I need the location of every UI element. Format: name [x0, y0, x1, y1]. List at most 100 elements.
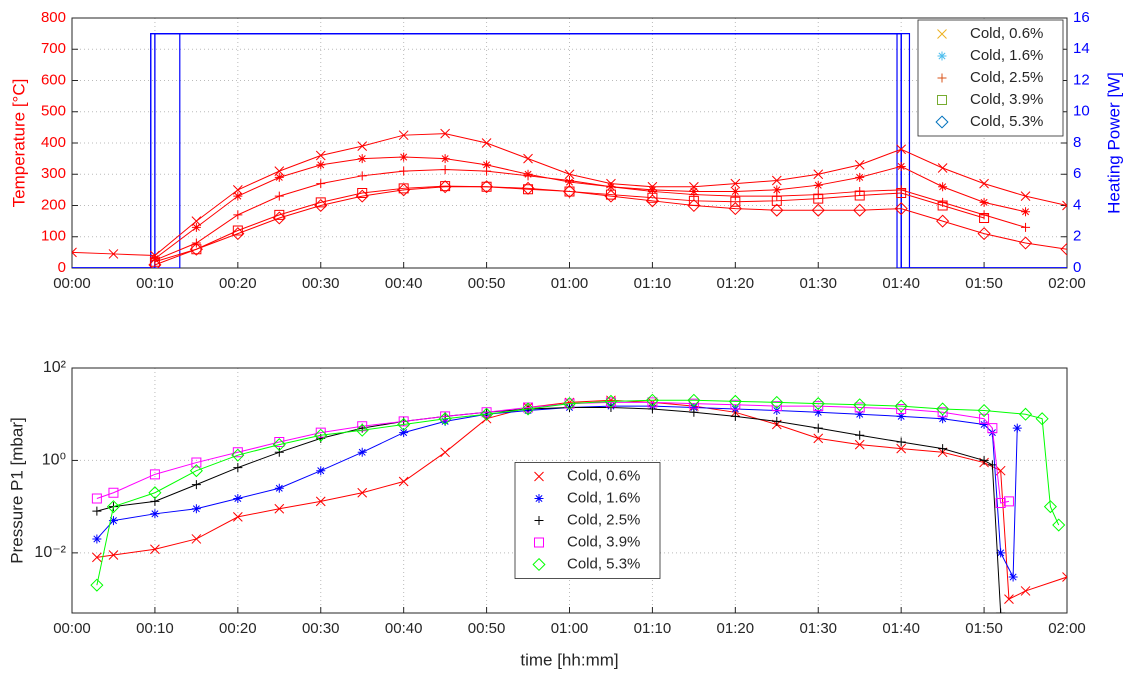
data-point	[647, 397, 658, 408]
data-point	[813, 180, 823, 190]
series-line	[154, 186, 1067, 266]
data-point	[189, 464, 203, 478]
x-tick-label: 00:30	[302, 275, 340, 292]
data-point	[854, 160, 865, 170]
x-tick-label: 01:40	[882, 620, 920, 637]
data-point	[979, 419, 989, 429]
x-tick-label: 02:00	[1048, 275, 1086, 292]
legend-marker	[534, 471, 544, 482]
data-point	[274, 447, 284, 457]
x-tick-label: 01:10	[634, 620, 672, 637]
x-tick-label: 00:10	[136, 620, 174, 637]
data-point	[233, 494, 243, 504]
data-point	[438, 180, 452, 194]
data-point	[896, 188, 907, 198]
data-point	[521, 402, 535, 416]
x-tick-label: 00:50	[468, 275, 506, 292]
y2-tick-label: 16	[1073, 9, 1090, 26]
plot-area	[72, 33, 1067, 268]
data-point	[996, 608, 1006, 613]
legend-label: Cold, 1.6%	[970, 47, 1043, 64]
data-point	[523, 153, 533, 164]
data-point	[979, 197, 989, 207]
data-point	[604, 189, 618, 203]
data-point	[440, 416, 450, 426]
data-point	[399, 166, 409, 176]
data-point	[357, 447, 367, 457]
x-tick-label: 00:10	[136, 275, 174, 292]
data-point	[730, 411, 740, 421]
y-tick-label: 300	[41, 165, 66, 182]
data-point	[106, 500, 121, 514]
x-tick-label: 00:20	[219, 620, 257, 637]
data-point	[565, 402, 574, 412]
data-point	[853, 203, 867, 217]
y2-tick-label: 2	[1073, 228, 1081, 245]
x-tick-label: 00:00	[53, 275, 91, 292]
plot-frame	[71, 367, 1068, 614]
legend-label: Cold, 2.5%	[970, 69, 1043, 86]
legend-marker	[937, 29, 947, 39]
data-point	[605, 397, 616, 408]
data-point	[523, 184, 534, 195]
y-tick-label: 10²	[43, 359, 67, 376]
data-point	[813, 169, 824, 180]
legend-marker	[937, 95, 947, 105]
series-line	[154, 169, 1026, 261]
data-point	[687, 393, 701, 407]
data-point	[771, 175, 782, 186]
y2-axis-label: Heating Power [W]	[1104, 72, 1123, 214]
x-tick-label: 01:50	[965, 620, 1003, 637]
data-point	[645, 393, 659, 407]
data-point	[564, 169, 575, 180]
data-point	[482, 166, 492, 176]
data-point	[316, 466, 326, 476]
data-point	[811, 397, 825, 411]
legend-label: Cold, 1.6%	[567, 489, 640, 506]
legend-marker	[534, 537, 544, 548]
data-point	[937, 200, 948, 211]
x-tick-label: 01:50	[965, 275, 1003, 292]
data-point	[482, 160, 492, 170]
data-point	[523, 171, 533, 181]
plot-frame	[71, 17, 1068, 269]
data-point	[315, 496, 326, 507]
data-point	[1020, 586, 1031, 596]
y-tick-label: 10⁰	[42, 452, 66, 469]
data-point	[977, 227, 991, 241]
data-point	[150, 544, 160, 555]
data-point	[232, 512, 243, 522]
data-point	[894, 399, 908, 413]
data-point	[191, 504, 201, 514]
data-point	[191, 534, 202, 544]
legend-marker	[534, 494, 544, 503]
data-point	[398, 183, 409, 194]
data-point	[896, 411, 906, 421]
data-point	[440, 447, 450, 458]
data-point	[937, 163, 948, 173]
data-point	[521, 181, 535, 195]
legend-marker	[937, 73, 947, 83]
x-tick-label: 00:50	[468, 620, 506, 637]
series-line	[96, 399, 1060, 586]
x-axis-label: time [hh:mm]	[520, 650, 618, 669]
data-point	[687, 198, 701, 213]
data-point	[936, 214, 950, 228]
x-tick-label: 01:20	[717, 275, 755, 292]
y2-tick-label: 12	[1073, 71, 1090, 88]
data-point	[645, 194, 659, 208]
data-point	[480, 180, 494, 194]
data-point	[231, 227, 245, 241]
y2-tick-label: 8	[1073, 134, 1081, 151]
y2-tick-label: 6	[1073, 165, 1081, 182]
data-point	[1043, 500, 1057, 514]
data-point	[108, 487, 119, 498]
data-point	[355, 189, 369, 203]
legend-label: Cold, 5.3%	[970, 113, 1043, 130]
y2-tick-label: 0	[1073, 259, 1081, 276]
data-point	[565, 176, 574, 185]
data-point	[191, 222, 201, 232]
series-line	[154, 156, 1026, 260]
data-point	[440, 154, 450, 164]
